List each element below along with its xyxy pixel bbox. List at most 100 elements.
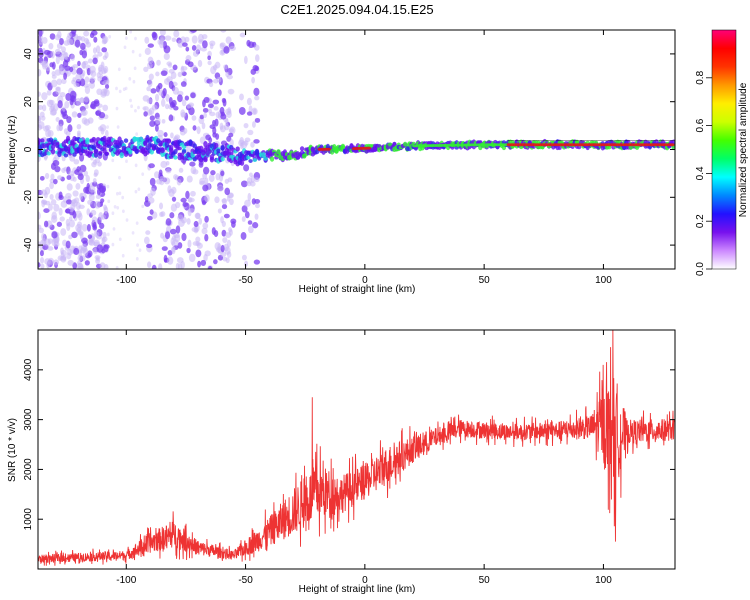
heatmap-cell xyxy=(163,254,168,263)
heatmap-cell xyxy=(53,259,59,266)
heatmap-cell xyxy=(77,173,84,181)
heatmap-cell xyxy=(102,231,107,239)
heatmap-cell xyxy=(188,139,193,146)
heatmap-cell xyxy=(195,236,201,243)
heatmap-cell xyxy=(198,217,203,225)
heatmap-cell xyxy=(90,209,97,216)
heatmap-cell xyxy=(213,259,218,265)
heatmap-cell xyxy=(92,57,98,65)
heatmap-cell xyxy=(134,149,139,155)
heatmap-cell xyxy=(168,114,174,122)
heatmap-cell xyxy=(135,221,139,225)
heatmap-cell xyxy=(147,43,154,48)
heatmap-cell xyxy=(131,231,135,235)
heatmap-cell xyxy=(118,237,122,242)
heatmap-cell xyxy=(124,36,128,40)
heatmap-cell xyxy=(143,236,150,245)
heatmap-cell xyxy=(214,142,219,149)
heatmap-cell xyxy=(79,42,86,51)
heatmap-cell xyxy=(93,100,100,107)
heatmap-cell xyxy=(250,141,255,148)
heatmap-cell xyxy=(240,231,247,240)
heatmap-cell xyxy=(102,55,108,61)
heatmap-cell xyxy=(175,225,181,234)
heatmap-cell xyxy=(53,241,60,248)
colorbar-tick-label: 0.8 xyxy=(695,70,706,84)
heatmap-cell xyxy=(221,198,227,205)
heatmap-cell xyxy=(59,216,65,222)
heatmap-cell xyxy=(161,118,166,124)
heatmap-cell xyxy=(92,177,97,184)
heatmap-cell xyxy=(102,80,109,86)
heatmap-cell xyxy=(107,199,111,204)
heatmap-cell xyxy=(98,69,104,75)
heatmap-cell xyxy=(38,91,41,97)
heatmap-cell xyxy=(58,207,63,216)
heatmap-cell xyxy=(253,259,261,265)
heatmap-cell xyxy=(164,231,171,240)
heatmap-cell xyxy=(87,58,93,64)
y-tick-label: -40 xyxy=(23,237,34,252)
heatmap-cell xyxy=(43,49,51,56)
heatmap-cell xyxy=(200,259,207,266)
heatmap-cell xyxy=(224,178,229,184)
heatmap-cell xyxy=(228,227,233,233)
heatmap-cell xyxy=(253,177,260,183)
heatmap-cell xyxy=(53,203,60,212)
heatmap-cell xyxy=(66,175,72,180)
heatmap-cell xyxy=(77,254,84,262)
heatmap-cell xyxy=(168,97,173,105)
heatmap-cell xyxy=(244,137,251,143)
x-tick-label: 100 xyxy=(595,575,612,586)
heatmap-cell xyxy=(67,124,73,133)
heatmap-cell xyxy=(137,187,141,192)
spectrogram-x-label: Height of straight line (km) xyxy=(299,284,416,295)
heatmap-cell xyxy=(81,61,87,69)
heatmap-cell xyxy=(63,153,69,158)
heatmap-cell xyxy=(132,79,136,84)
heatmap-cell xyxy=(100,61,105,70)
heatmap-cell xyxy=(170,71,177,80)
heatmap-cell xyxy=(69,66,74,73)
heatmap-cell xyxy=(180,129,186,136)
heatmap-cell xyxy=(163,177,171,185)
heatmap-cell xyxy=(91,144,97,150)
heatmap-cell xyxy=(164,103,170,110)
heatmap-cell xyxy=(243,55,248,65)
heatmap-cell xyxy=(63,72,68,80)
heatmap-cell xyxy=(224,232,232,238)
heatmap-cell xyxy=(95,137,101,142)
heatmap-cell xyxy=(220,111,226,117)
heatmap-cell xyxy=(48,203,53,211)
heatmap-cell xyxy=(157,129,164,138)
heatmap-cell xyxy=(55,48,61,55)
heatmap-cell xyxy=(171,99,177,107)
heatmap-cell xyxy=(210,170,216,176)
heatmap-cell xyxy=(248,225,254,234)
heatmap-cell xyxy=(159,30,166,36)
heatmap-cell xyxy=(113,204,117,209)
heatmap-cell xyxy=(102,244,109,253)
heatmap-cell xyxy=(221,97,227,104)
heatmap-cell xyxy=(161,246,168,251)
heatmap-cell xyxy=(76,67,83,75)
heatmap-cell xyxy=(66,183,73,191)
heatmap-cell xyxy=(224,118,229,125)
heatmap-cell xyxy=(99,222,105,230)
heatmap-cell xyxy=(209,124,216,130)
heatmap-cell xyxy=(147,79,153,88)
heatmap-cell xyxy=(147,56,154,64)
heatmap-cell xyxy=(152,32,158,41)
heatmap-cell xyxy=(180,197,187,203)
heatmap-cell xyxy=(51,231,58,239)
heatmap-cell xyxy=(229,198,234,206)
heatmap-cell xyxy=(251,76,255,84)
heatmap-cell xyxy=(125,159,128,163)
heatmap-cell xyxy=(148,163,155,169)
heatmap-cell xyxy=(84,104,89,110)
heatmap-cell xyxy=(65,240,71,249)
heatmap-cell xyxy=(159,178,165,186)
heatmap-cell xyxy=(239,160,245,166)
heatmap-cell xyxy=(208,137,213,143)
